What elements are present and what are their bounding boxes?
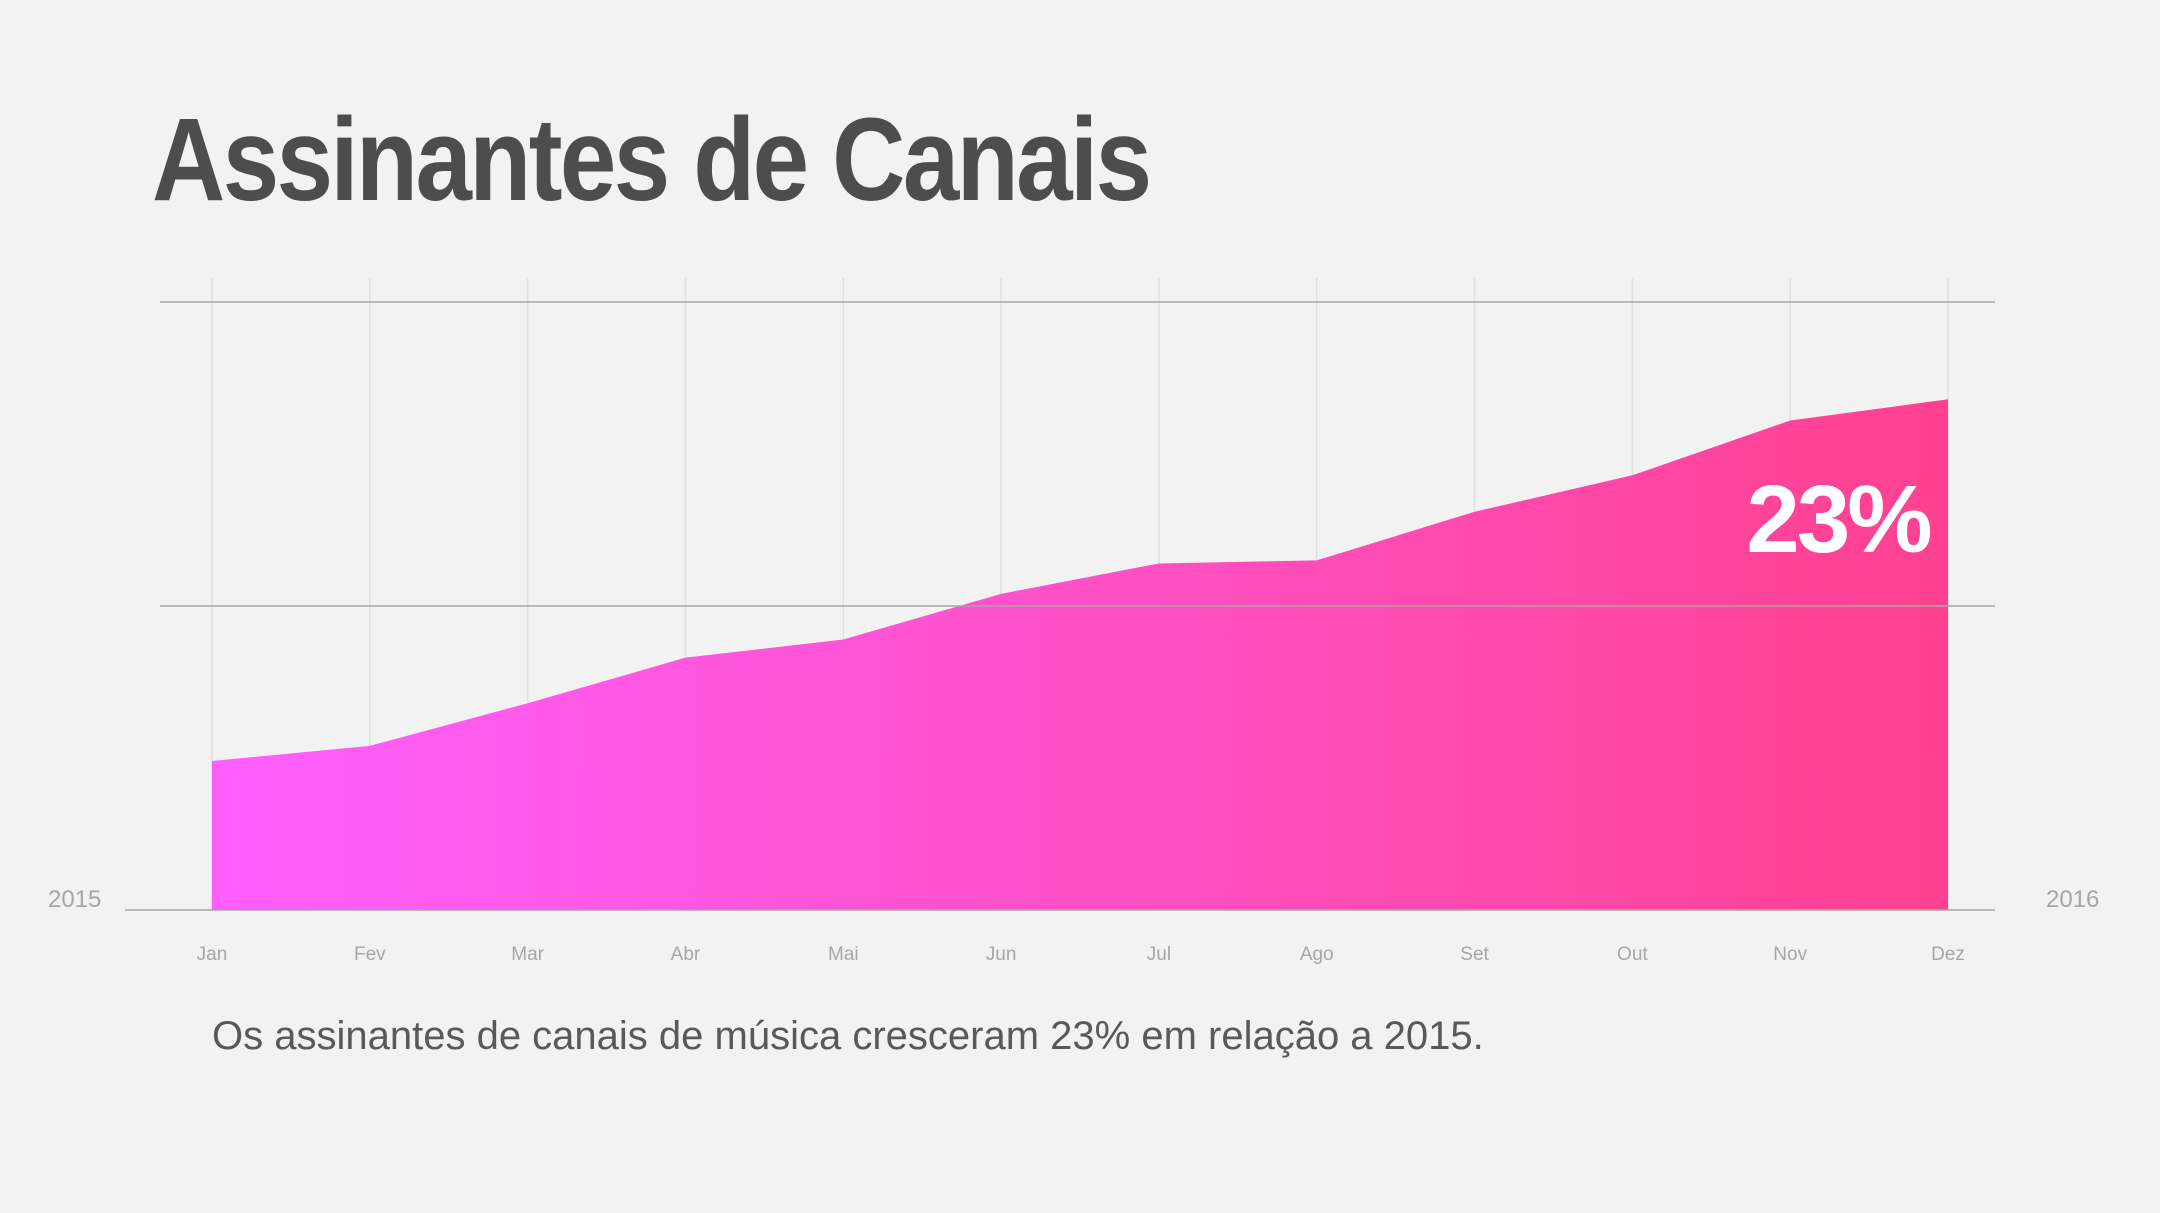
x-tick-label: Mar [511,944,544,965]
year-end-label: 2016 [2046,886,2100,913]
area-series [212,399,1948,910]
x-tick-label: Fev [354,944,386,965]
x-tick-label: Set [1460,944,1489,965]
x-tick-label: Abr [671,944,701,965]
x-tick-label: Dez [1931,944,1965,965]
x-tick-label: Jul [1147,944,1171,965]
year-start-label: 2015 [48,886,102,913]
x-axis-ticks: Jan Fev Mar Abr Mai Jun Jul Ago Set Out Nov Dez [197,944,1965,965]
growth-annotation: 23% [1746,466,1930,573]
horizontal-gridlines [125,301,1995,911]
x-tick-label: Jun [986,944,1017,965]
x-tick-label: Out [1617,944,1648,965]
x-tick-label: Mai [828,944,859,965]
chart-caption: Os assinantes de canais de música cresce… [212,1014,1484,1058]
chart-title: Assinantes de Canais [152,94,1152,226]
x-tick-label: Jan [197,944,228,965]
x-tick-label: Ago [1300,944,1334,965]
x-tick-label: Nov [1773,944,1807,965]
